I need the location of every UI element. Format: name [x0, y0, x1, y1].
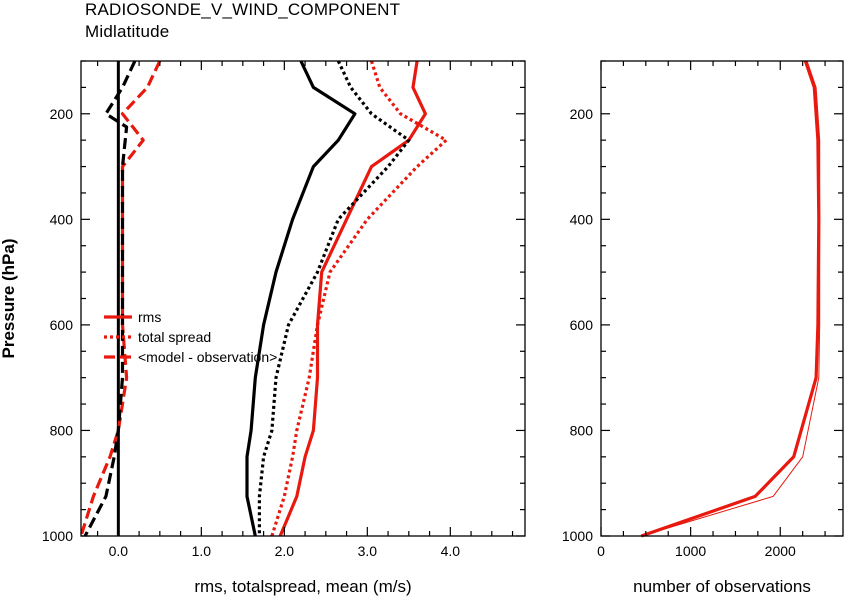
- y-tick-label: 600: [50, 317, 74, 333]
- series-line-red-solid-0: [278, 60, 427, 537]
- chart-subtitle: Midlatitude: [85, 22, 170, 41]
- series-line-black-solid-3: [245, 60, 357, 537]
- series-line-red-solid-thin-1: [641, 60, 821, 537]
- x-tick-label: 2.0: [275, 543, 295, 559]
- y-tick-label: 400: [570, 211, 594, 227]
- y-tick-label: 1000: [42, 528, 73, 544]
- legend-label: rms: [138, 309, 161, 325]
- x-axis-label: rms, totalspread, mean (m/s): [194, 577, 411, 596]
- legend: rms total spread <model - observation>: [104, 309, 277, 365]
- y-tick-label: 200: [50, 106, 74, 122]
- y-tick-label: 400: [50, 211, 74, 227]
- x-tick-label: 1000: [675, 543, 706, 559]
- x-tick-label: 0: [597, 543, 605, 559]
- series-line-red-solid-thick-0: [640, 60, 821, 538]
- series-line-red-dotted-1: [270, 60, 448, 537]
- series-line-black-dotted-4: [257, 60, 411, 536]
- y-tick-label: 200: [570, 106, 594, 122]
- x-tick-label: 0.0: [109, 543, 129, 559]
- series-line-red-dashed-2: [79, 60, 162, 537]
- x-tick-label: 2000: [765, 543, 796, 559]
- x-tick-label: 4.0: [441, 543, 461, 559]
- legend-label: <model - observation>: [138, 349, 277, 365]
- x-tick-label: 3.0: [358, 543, 378, 559]
- x-axis-label: number of observations: [633, 577, 811, 596]
- x-tick-label: 1.0: [192, 543, 212, 559]
- y-tick-label: 1000: [562, 528, 593, 544]
- y-axis-label: Pressure (hPa): [0, 239, 18, 359]
- y-tick-label: 800: [50, 422, 74, 438]
- left-panel-profiles: 0.0 1.0 2.0 3.0 4.0 200 400 600 800 1000 rms, tota…: [0, 60, 526, 596]
- plot-frame: [600, 60, 844, 537]
- legend-label: total spread: [138, 329, 211, 345]
- y-tick-label: 600: [570, 317, 594, 333]
- y-tick-label: 800: [570, 422, 594, 438]
- series-line-black-dashed-5: [83, 60, 137, 537]
- chart-title: RADIOSONDE_V_WIND_COMPONENT: [85, 0, 401, 19]
